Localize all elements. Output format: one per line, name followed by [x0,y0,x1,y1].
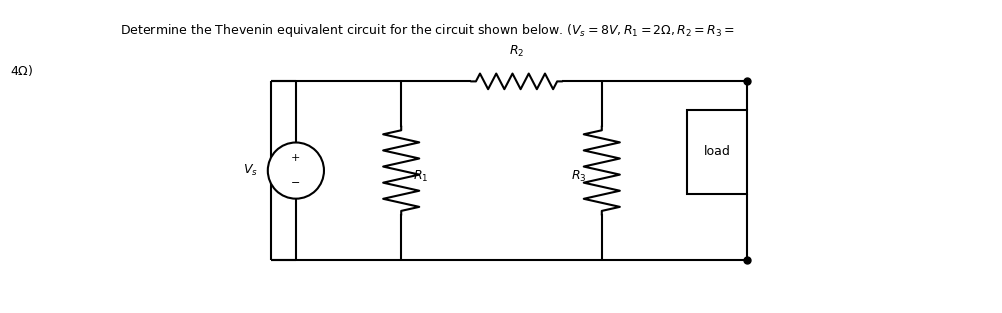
Text: −: − [291,178,301,188]
Text: $4\Omega)$: $4\Omega)$ [10,63,33,78]
Text: $R_2$: $R_2$ [508,44,524,59]
Text: Determine the Thevenin equivalent circuit for the circuit shown below. $(V_s = 8: Determine the Thevenin equivalent circui… [120,22,734,39]
Text: +: + [291,153,301,163]
Text: $V_s$: $V_s$ [242,163,258,178]
Text: load: load [703,145,729,158]
FancyBboxPatch shape [686,110,746,194]
Ellipse shape [268,142,324,199]
Text: $R_3$: $R_3$ [570,169,586,184]
Text: $R_1$: $R_1$ [413,169,428,184]
